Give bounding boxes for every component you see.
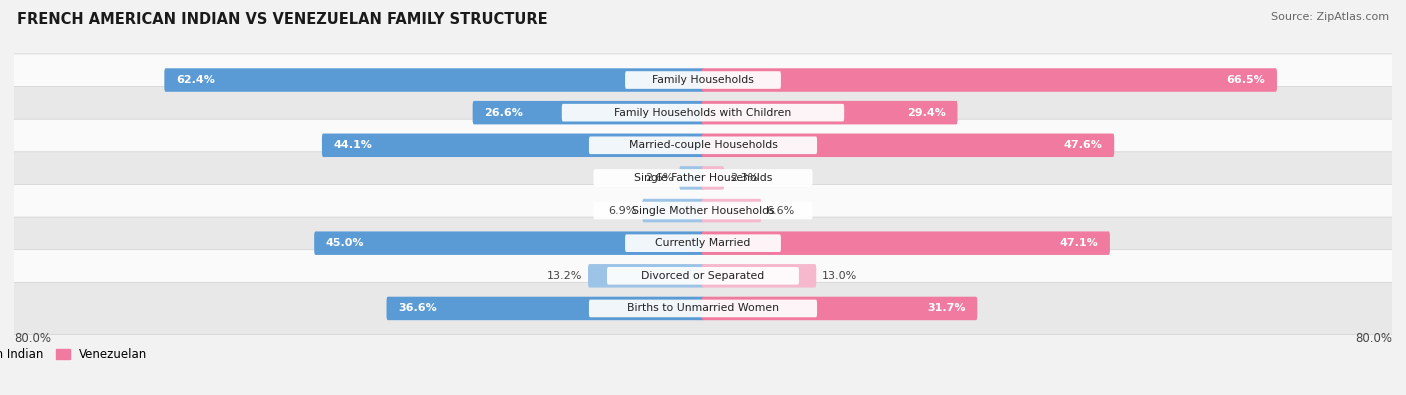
- Text: 47.1%: 47.1%: [1060, 238, 1098, 248]
- Text: 2.3%: 2.3%: [730, 173, 758, 183]
- FancyBboxPatch shape: [679, 166, 704, 190]
- Text: Family Households with Children: Family Households with Children: [614, 108, 792, 118]
- Text: 47.6%: 47.6%: [1064, 140, 1102, 150]
- FancyBboxPatch shape: [702, 264, 817, 288]
- Text: Currently Married: Currently Married: [655, 238, 751, 248]
- FancyBboxPatch shape: [314, 231, 704, 255]
- FancyBboxPatch shape: [626, 234, 780, 252]
- Text: 6.6%: 6.6%: [766, 205, 794, 216]
- FancyBboxPatch shape: [702, 68, 1277, 92]
- Text: 29.4%: 29.4%: [907, 108, 946, 118]
- FancyBboxPatch shape: [11, 250, 1395, 302]
- FancyBboxPatch shape: [702, 231, 1109, 255]
- FancyBboxPatch shape: [11, 184, 1395, 237]
- Text: 36.6%: 36.6%: [398, 303, 437, 314]
- Text: 13.2%: 13.2%: [547, 271, 582, 281]
- Legend: French American Indian, Venezuelan: French American Indian, Venezuelan: [0, 343, 152, 366]
- Text: 6.9%: 6.9%: [609, 205, 637, 216]
- FancyBboxPatch shape: [702, 101, 957, 124]
- FancyBboxPatch shape: [643, 199, 704, 222]
- Text: Single Father Households: Single Father Households: [634, 173, 772, 183]
- FancyBboxPatch shape: [593, 202, 813, 219]
- Text: Family Households: Family Households: [652, 75, 754, 85]
- FancyBboxPatch shape: [11, 217, 1395, 269]
- FancyBboxPatch shape: [562, 104, 844, 122]
- FancyBboxPatch shape: [472, 101, 704, 124]
- Text: 13.0%: 13.0%: [823, 271, 858, 281]
- Text: 31.7%: 31.7%: [927, 303, 966, 314]
- FancyBboxPatch shape: [588, 264, 704, 288]
- FancyBboxPatch shape: [702, 199, 761, 222]
- FancyBboxPatch shape: [11, 87, 1395, 139]
- Text: Births to Unmarried Women: Births to Unmarried Women: [627, 303, 779, 314]
- FancyBboxPatch shape: [593, 169, 813, 187]
- FancyBboxPatch shape: [387, 297, 704, 320]
- FancyBboxPatch shape: [607, 267, 799, 285]
- Text: 44.1%: 44.1%: [333, 140, 373, 150]
- Text: Single Mother Households: Single Mother Households: [631, 205, 775, 216]
- Text: Divorced or Separated: Divorced or Separated: [641, 271, 765, 281]
- FancyBboxPatch shape: [11, 152, 1395, 204]
- FancyBboxPatch shape: [702, 134, 1114, 157]
- FancyBboxPatch shape: [165, 68, 704, 92]
- Text: 66.5%: 66.5%: [1226, 75, 1265, 85]
- FancyBboxPatch shape: [322, 134, 704, 157]
- Text: FRENCH AMERICAN INDIAN VS VENEZUELAN FAMILY STRUCTURE: FRENCH AMERICAN INDIAN VS VENEZUELAN FAM…: [17, 12, 547, 27]
- Text: Married-couple Households: Married-couple Households: [628, 140, 778, 150]
- FancyBboxPatch shape: [11, 282, 1395, 335]
- FancyBboxPatch shape: [702, 297, 977, 320]
- FancyBboxPatch shape: [11, 54, 1395, 106]
- Text: 62.4%: 62.4%: [176, 75, 215, 85]
- Text: 26.6%: 26.6%: [484, 108, 523, 118]
- Text: 80.0%: 80.0%: [1355, 332, 1392, 345]
- Text: Source: ZipAtlas.com: Source: ZipAtlas.com: [1271, 12, 1389, 22]
- Text: 45.0%: 45.0%: [326, 238, 364, 248]
- FancyBboxPatch shape: [702, 166, 724, 190]
- FancyBboxPatch shape: [626, 71, 780, 89]
- Text: 80.0%: 80.0%: [14, 332, 51, 345]
- Text: 2.6%: 2.6%: [645, 173, 673, 183]
- FancyBboxPatch shape: [11, 119, 1395, 171]
- FancyBboxPatch shape: [589, 300, 817, 317]
- FancyBboxPatch shape: [589, 137, 817, 154]
